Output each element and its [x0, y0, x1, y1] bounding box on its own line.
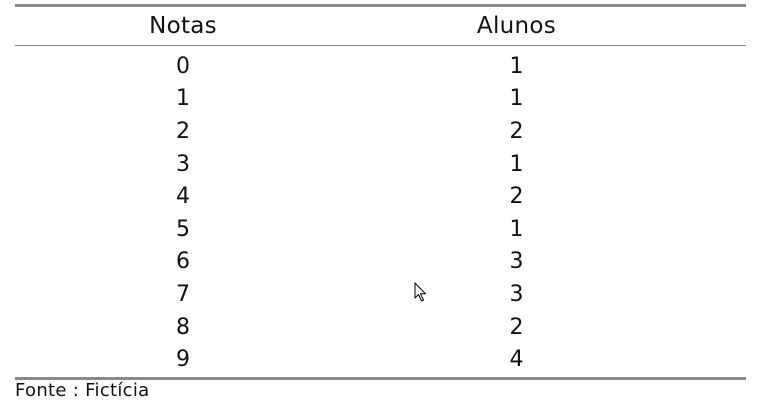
cell-alunos: 2: [351, 119, 682, 144]
cell-nota: 7: [15, 282, 351, 307]
table-row: 6 3: [15, 246, 746, 279]
table-row: 4 2: [15, 180, 746, 213]
cell-alunos: 1: [351, 54, 682, 79]
cell-nota: 0: [15, 54, 351, 79]
alunos-value: 1: [509, 216, 524, 242]
alunos-value: 1: [509, 151, 524, 177]
cell-alunos: 1: [351, 217, 682, 242]
table-header-row: Notas Alunos: [15, 7, 746, 45]
table-header-rule: [15, 45, 746, 46]
alunos-value: 3: [509, 249, 524, 275]
cell-nota: 8: [15, 315, 351, 340]
alunos-value: 1: [509, 86, 524, 112]
cell-alunos: 3: [351, 249, 682, 274]
header-notas-label: Notas: [149, 13, 217, 39]
table-top-rule: [15, 4, 746, 7]
alunos-value: 2: [509, 118, 524, 144]
table-row: 8 2: [15, 311, 746, 344]
alunos-value: 4: [509, 347, 524, 373]
cell-nota: 5: [15, 217, 351, 242]
alunos-value: 1: [509, 53, 524, 79]
nota-value: 0: [176, 53, 190, 79]
nota-value: 9: [176, 347, 190, 373]
frequency-table: Notas Alunos 0 1 1 1 2 2 3 1 4 2 5 1: [15, 4, 746, 380]
table-row: 7 3: [15, 278, 746, 311]
cell-alunos: 3: [351, 282, 682, 307]
cell-nota: 6: [15, 249, 351, 274]
table-bottom-rule: [15, 376, 746, 380]
alunos-value: 2: [509, 314, 524, 340]
header-cell-alunos: Alunos: [351, 13, 682, 39]
table-row: 3 1: [15, 148, 746, 181]
nota-value: 7: [176, 281, 190, 307]
cell-alunos: 4: [351, 347, 682, 372]
nota-value: 3: [176, 151, 190, 177]
nota-value: 8: [176, 314, 190, 340]
alunos-value: 3: [509, 281, 524, 307]
cell-alunos: 1: [351, 152, 682, 177]
table-row: 1 1: [15, 83, 746, 116]
nota-value: 6: [176, 249, 190, 275]
cell-nota: 2: [15, 119, 351, 144]
cell-nota: 1: [15, 86, 351, 111]
cell-alunos: 2: [351, 315, 682, 340]
nota-value: 5: [176, 216, 190, 242]
cell-alunos: 2: [351, 184, 682, 209]
table-row: 2 2: [15, 115, 746, 148]
cell-alunos: 1: [351, 86, 682, 111]
nota-value: 4: [176, 184, 190, 210]
mouse-pointer-icon: [414, 282, 426, 302]
nota-value: 1: [176, 86, 190, 112]
cell-nota: 4: [15, 184, 351, 209]
source-note: Fonte : Fictícia: [15, 380, 150, 401]
table-row: 0 1: [15, 50, 746, 83]
alunos-value: 2: [509, 184, 524, 210]
nota-value: 2: [176, 118, 190, 144]
table-row: 5 1: [15, 213, 746, 246]
cell-nota: 3: [15, 152, 351, 177]
header-alunos-label: Alunos: [476, 13, 557, 39]
cell-nota: 9: [15, 347, 351, 372]
table-body: 0 1 1 1 2 2 3 1 4 2 5 1 6 3 7 3: [15, 46, 746, 376]
table-row: 9 4: [15, 343, 746, 376]
header-cell-notas: Notas: [15, 13, 351, 39]
